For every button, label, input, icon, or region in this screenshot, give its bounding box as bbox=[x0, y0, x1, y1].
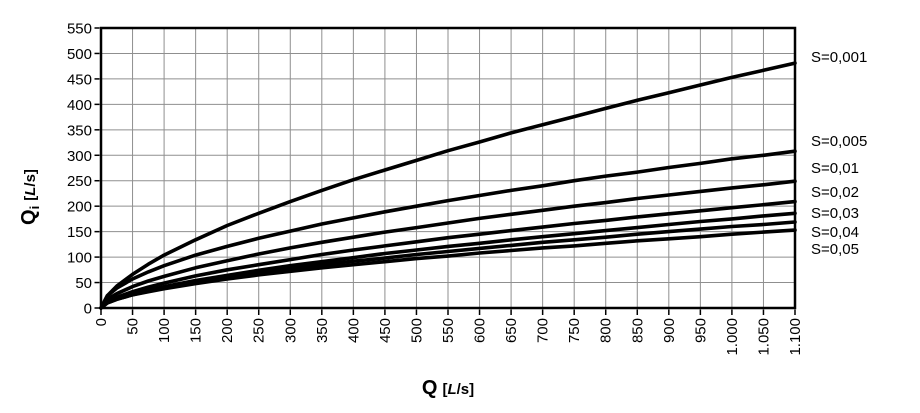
y-tick-label: 250 bbox=[67, 173, 92, 190]
series-label: S=0,001 bbox=[811, 49, 867, 66]
x-tick-label: 600 bbox=[472, 318, 489, 343]
x-tick-label: 700 bbox=[535, 318, 552, 343]
x-tick-label: 50 bbox=[125, 318, 142, 335]
x-axis-symbol: Q bbox=[421, 377, 438, 399]
y-tick-label: 350 bbox=[67, 122, 92, 139]
x-tick-label: 450 bbox=[377, 318, 394, 343]
x-tick-label: 950 bbox=[692, 318, 709, 343]
x-axis-unit-close: /s] bbox=[456, 381, 475, 398]
y-axis-unit-close: /s] bbox=[22, 169, 39, 187]
x-tick-label: 1.000 bbox=[724, 318, 741, 356]
x-tick-label: 250 bbox=[251, 318, 268, 343]
y-tick-label: 200 bbox=[67, 199, 92, 216]
curve-S=0,05 bbox=[99, 228, 797, 310]
series-label: S=0,04 bbox=[811, 224, 859, 241]
y-tick-label: 0 bbox=[84, 301, 92, 318]
x-tick-label: 750 bbox=[566, 318, 583, 343]
series-label: S=0,02 bbox=[811, 184, 859, 201]
y-tick-label: 550 bbox=[67, 21, 92, 38]
y-tick-label: 300 bbox=[67, 148, 92, 165]
x-tick-label: 200 bbox=[219, 318, 236, 343]
curve-S=0,02 bbox=[99, 199, 797, 310]
y-axis-symbol: Q bbox=[18, 209, 40, 225]
y-axis-unit-open: [ bbox=[22, 195, 39, 201]
x-axis-title: Q [L/s] bbox=[348, 377, 548, 400]
x-axis-unit-letter: L bbox=[447, 381, 457, 398]
x-tick-label: 650 bbox=[503, 318, 520, 343]
plot-border bbox=[99, 26, 797, 310]
x-axis-unit-open: [ bbox=[442, 381, 448, 398]
x-tick-label: 900 bbox=[661, 318, 678, 343]
y-axis-subscript: i bbox=[27, 205, 42, 210]
x-tick-label: 550 bbox=[440, 318, 457, 343]
x-tick-label: 800 bbox=[598, 318, 615, 343]
series-label: S=0,01 bbox=[811, 160, 859, 177]
series-label: S=0,005 bbox=[811, 133, 867, 150]
y-tick-label: 50 bbox=[75, 275, 92, 292]
y-tick-label: 400 bbox=[67, 97, 92, 114]
x-tick-label: 100 bbox=[156, 318, 173, 343]
x-tick-label: 0 bbox=[93, 318, 110, 326]
x-tick-label: 1.100 bbox=[787, 318, 804, 356]
x-tick-label: 350 bbox=[314, 318, 331, 343]
y-tick-label: 450 bbox=[67, 71, 92, 88]
curve-S=0,005 bbox=[99, 149, 797, 310]
x-tick-label: 150 bbox=[188, 318, 205, 343]
x-tick-label: 300 bbox=[282, 318, 299, 343]
y-tick-label: 150 bbox=[67, 224, 92, 241]
curve-S=0,01 bbox=[99, 179, 797, 310]
y-tick-label: 100 bbox=[67, 250, 92, 267]
y-axis-unit-letter: L bbox=[22, 186, 39, 196]
x-tick-label: 500 bbox=[408, 318, 425, 343]
x-tick-label: 1.050 bbox=[755, 318, 772, 356]
series-label: S=0,03 bbox=[811, 205, 859, 222]
x-tick-label: 850 bbox=[629, 318, 646, 343]
series-label: S=0,05 bbox=[811, 241, 859, 258]
y-tick-label: 500 bbox=[67, 46, 92, 63]
curve-S=0,001 bbox=[99, 61, 797, 310]
y-axis-title: Qi [L/s] bbox=[18, 126, 42, 268]
x-tick-label: 400 bbox=[345, 318, 362, 343]
